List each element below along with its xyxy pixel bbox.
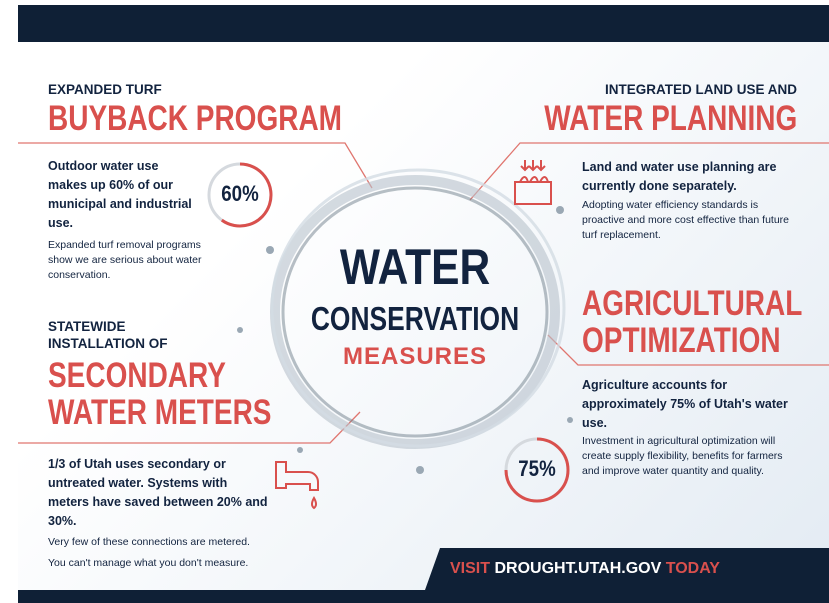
body: Very few of these connections are metere… <box>48 535 250 550</box>
stat: 75% <box>507 456 567 482</box>
heading: OPTIMIZATION <box>582 322 781 360</box>
body: Investment in agricultural optimization … <box>582 434 787 479</box>
center-title: MEASURES <box>280 343 550 371</box>
lead: Agriculture accounts for approximately 7… <box>582 376 797 433</box>
heading: AGRICULTURAL <box>582 285 802 323</box>
faucet-icon <box>276 462 318 508</box>
lead: Outdoor water use makes up 60% of our mu… <box>48 157 198 233</box>
lead: 1/3 of Utah uses secondary or untreated … <box>48 455 270 531</box>
body: Expanded turf removal programs show we a… <box>48 238 208 283</box>
center-title: WATER <box>300 238 530 296</box>
page: EXPANDED TURF BUYBACK PROGRAM 60% Outdoo… <box>0 0 829 603</box>
footer-prefix: VISIT <box>450 560 490 577</box>
footer-suffix: TODAY <box>666 560 720 577</box>
footer-site[interactable]: DROUGHT.UTAH.GOV <box>494 560 661 577</box>
kicker: INTEGRATED LAND USE AND <box>605 81 797 98</box>
heading: WATER PLANNING <box>544 100 797 138</box>
planning-icon <box>515 160 551 204</box>
lead: Land and water use planning are currentl… <box>582 158 802 196</box>
stat: 60% <box>210 181 270 207</box>
footer-cta: VISIT DROUGHT.UTAH.GOV TODAY <box>450 560 720 578</box>
kicker: STATEWIDE <box>48 318 126 335</box>
kicker: EXPANDED TURF <box>48 81 162 98</box>
body: You can't manage what you don't measure. <box>48 556 248 571</box>
heading: BUYBACK PROGRAM <box>48 100 342 138</box>
heading: SECONDARY <box>48 357 226 395</box>
kicker: INSTALLATION OF <box>48 335 167 352</box>
heading: WATER METERS <box>48 394 271 432</box>
body: Adopting water efficiency standards is p… <box>582 198 792 243</box>
center-title: CONSERVATION <box>307 300 523 338</box>
